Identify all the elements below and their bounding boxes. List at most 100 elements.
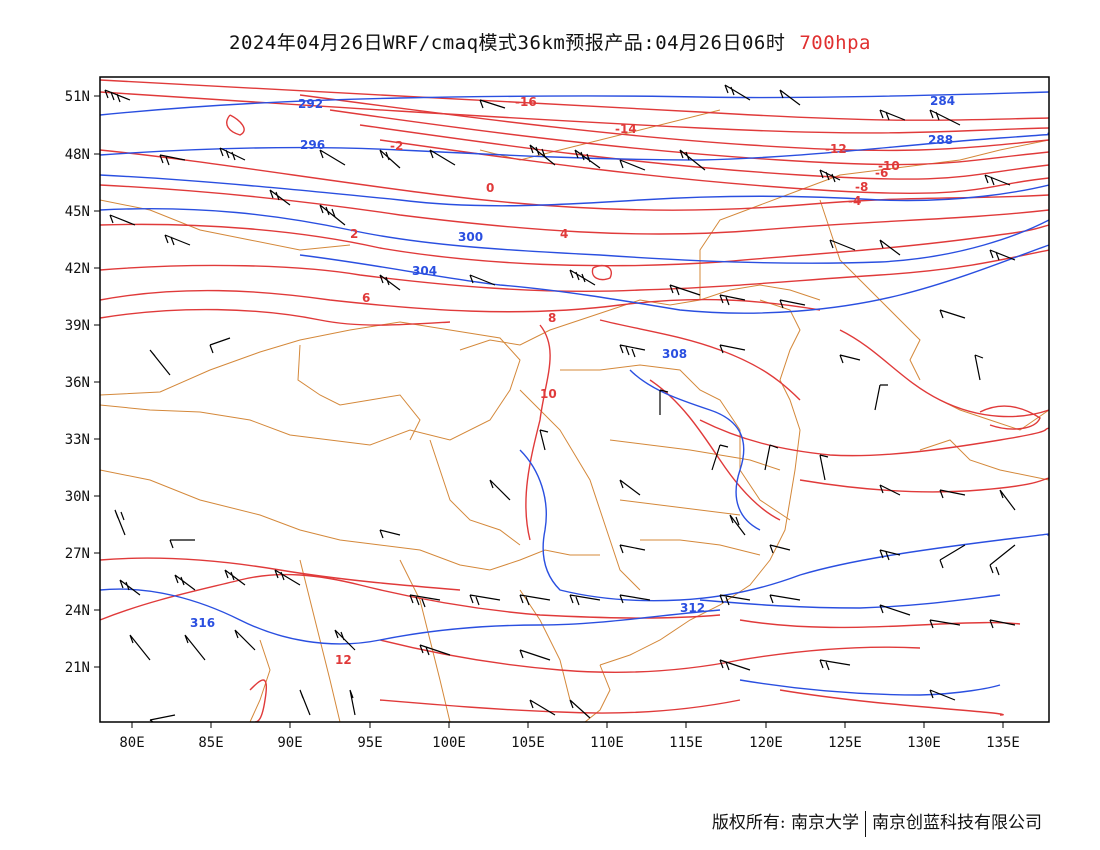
geopotential-contours <box>100 91 1049 696</box>
y-tick-label: 30N <box>65 489 90 505</box>
wind-barb <box>769 544 791 554</box>
height-line <box>100 174 1049 207</box>
isotherm-label: -12 <box>825 142 847 156</box>
boundary-line <box>100 469 600 571</box>
wind-barb <box>469 594 501 606</box>
wind-barb <box>429 149 456 166</box>
wind-barb <box>839 354 861 364</box>
height-label: 296 <box>300 138 325 152</box>
isotherm-line <box>649 379 781 521</box>
copyright-text: 版权所有: 南京大学 <box>711 813 859 833</box>
isotherm-line <box>359 124 1049 180</box>
height-label-group: 284 288 292 296 300 304 308 312 316 <box>190 94 955 630</box>
wind-barb <box>879 604 911 616</box>
x-tick-label: 105E <box>511 735 545 751</box>
boundary-line <box>609 439 781 471</box>
wind-barb <box>569 269 596 286</box>
x-tick-label: 85E <box>198 735 223 751</box>
wind-barb <box>274 569 301 586</box>
wind-barb <box>989 544 1016 576</box>
isotherm-line <box>226 114 245 136</box>
x-axis-labels: 80E 85E 90E 95E 100E 105E 110E 115E 120E… <box>119 735 1020 751</box>
y-tick-label: 24N <box>65 603 90 619</box>
wind-barb <box>569 699 591 719</box>
isotherm-label-group: -16 -14 -12 -10 -8 -6 -4 -2 0 2 4 6 8 10… <box>335 95 900 667</box>
isotherm-label: -4 <box>848 194 861 208</box>
temperature-isotherms <box>100 79 1049 722</box>
wind-barb <box>519 594 551 606</box>
isotherm-label: -6 <box>875 166 888 180</box>
height-line <box>739 679 1001 696</box>
x-tick-label: 95E <box>357 735 382 751</box>
y-tick-label: 39N <box>65 318 90 334</box>
plot-frame <box>99 76 1050 723</box>
wind-barb <box>939 489 966 499</box>
height-label: 304 <box>412 264 437 278</box>
wind-barb <box>779 299 806 309</box>
wind-barb <box>779 89 801 106</box>
wind-barb <box>874 384 888 411</box>
wind-barb <box>129 634 151 661</box>
wind-barb <box>729 514 746 536</box>
wind-barb <box>269 189 291 206</box>
x-tick-label: 120E <box>749 735 783 751</box>
wind-barb <box>184 634 206 661</box>
boundary-line <box>699 139 1049 300</box>
height-label: 316 <box>190 616 215 630</box>
height-line <box>699 594 1001 609</box>
y-tick-label: 21N <box>65 660 90 676</box>
title-level: 700hpa <box>799 32 871 54</box>
x-tick-label: 80E <box>119 735 144 751</box>
wind-barb <box>939 309 966 319</box>
wind-barb <box>769 594 801 604</box>
wind-barb <box>619 159 646 171</box>
boundary-line <box>100 321 521 446</box>
wind-barb <box>819 169 841 183</box>
x-tick-label: 135E <box>986 735 1020 751</box>
y-axis-labels: 21N 24N 27N 30N 33N 36N 39N 42N 45N 48N … <box>65 89 90 676</box>
company-name: 南京创蓝科技有限公司 <box>872 813 1042 833</box>
isotherm-line <box>100 223 1049 267</box>
isotherm-line <box>839 329 1049 418</box>
boundary-line <box>399 559 451 722</box>
isotherm-line <box>799 477 1049 493</box>
y-tick-label: 36N <box>65 375 90 391</box>
height-line <box>519 449 1049 602</box>
wind-barb <box>119 579 141 596</box>
footer-separator <box>865 810 866 837</box>
isotherm-line <box>599 319 801 401</box>
boundary-line <box>584 664 611 722</box>
wind-barb <box>574 149 601 169</box>
wind-barb <box>104 89 131 103</box>
isotherm-label: 12 <box>335 653 352 667</box>
wind-barb <box>929 689 956 701</box>
boundary-line <box>819 199 881 301</box>
isotherm-line <box>379 139 1049 195</box>
isotherm-line <box>100 91 1049 134</box>
isotherm-line <box>100 249 1049 293</box>
wind-barb <box>539 429 549 451</box>
wind-barb <box>669 284 701 296</box>
wind-barb <box>724 84 751 101</box>
wind-barb <box>879 484 901 496</box>
isotherm-line <box>591 264 612 281</box>
wind-barb <box>619 479 641 496</box>
isotherm-line <box>299 94 1049 152</box>
wind-barb <box>879 549 901 561</box>
wind-barb <box>169 539 195 549</box>
x-axis-ticks <box>131 722 1004 728</box>
wind-barb <box>529 144 556 166</box>
isotherm-label: -2 <box>390 139 403 153</box>
wind-barb <box>659 389 669 415</box>
isotherm-line <box>739 619 1021 629</box>
wind-barb <box>829 239 856 251</box>
wind-barb <box>719 294 746 306</box>
height-label: 300 <box>458 230 483 244</box>
y-tick-label: 27N <box>65 546 90 562</box>
boundary-line <box>640 539 761 556</box>
wind-barb <box>989 249 1016 261</box>
wind-barb <box>974 354 984 381</box>
wind-barb <box>224 569 246 586</box>
title-main: 2024年04月26日WRF/cmaq模式36km预报产品:04月26日06时 <box>229 32 786 54</box>
